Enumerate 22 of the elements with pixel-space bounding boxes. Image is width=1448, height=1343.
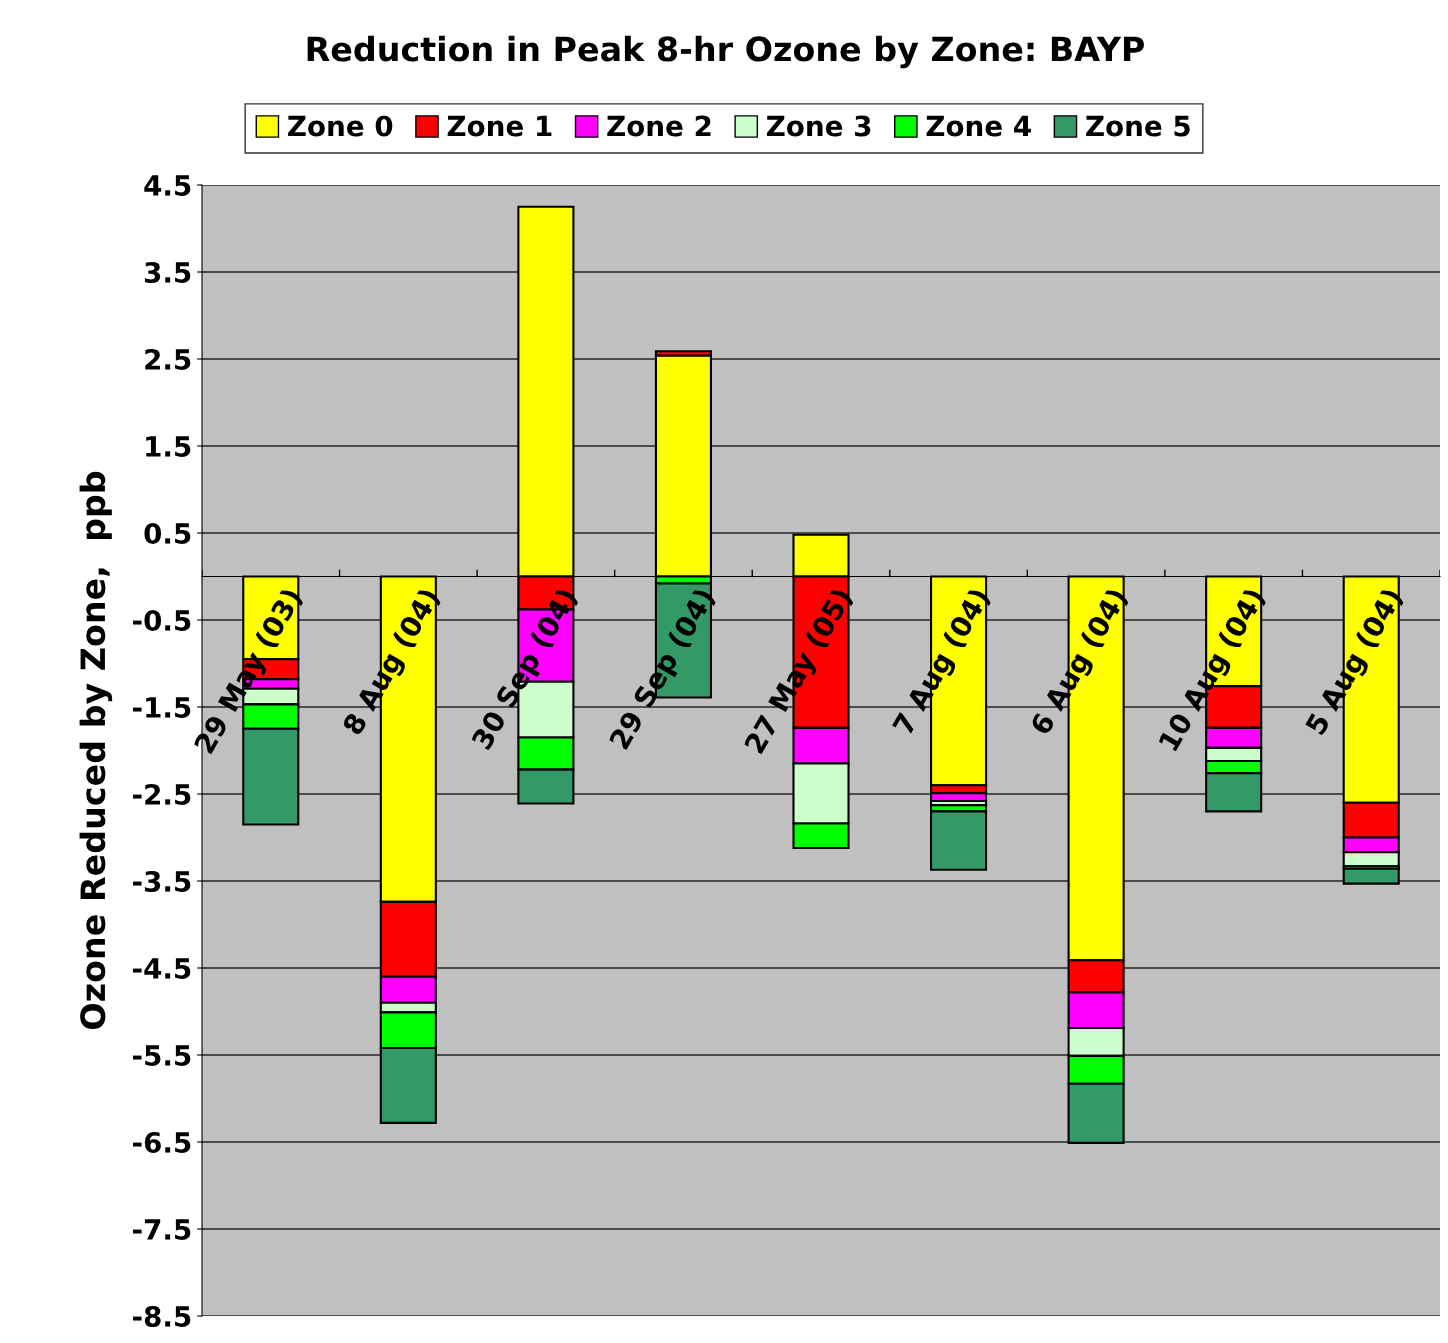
y-tick-label: 4.5 bbox=[144, 175, 191, 196]
y-tick-label: 1.5 bbox=[146, 436, 191, 457]
y-tick-label: 0.5 bbox=[144, 522, 191, 544]
y-tick-label: -3.5 bbox=[133, 870, 191, 892]
chart-title: Reduction in Peak 8-hr Ozone by Zone: BAYP bbox=[307, 35, 1145, 69]
y-tick-label: -8.5 bbox=[133, 1305, 191, 1327]
y-tick-label: 3.5 bbox=[144, 261, 191, 283]
y-tick-label: -4.5 bbox=[133, 958, 191, 979]
legend-label: Zone 5 bbox=[1086, 115, 1190, 137]
legend-label: Zone 4 bbox=[926, 115, 1031, 137]
y-tick-label: -6.5 bbox=[133, 1131, 191, 1153]
y-tick-label: -0.5 bbox=[133, 609, 191, 631]
y-axis-title: Ozone Reduced by Zone, ppb bbox=[79, 471, 113, 1030]
y-tick-label: -2.5 bbox=[133, 783, 191, 805]
legend-label: Zone 2 bbox=[607, 115, 711, 137]
y-tick-label: -7.5 bbox=[133, 1219, 191, 1240]
legend-label: Zone 1 bbox=[447, 115, 552, 137]
y-tick-label: -5.5 bbox=[133, 1045, 191, 1066]
y-tick-label: -1.5 bbox=[133, 697, 191, 718]
legend-label: Zone 3 bbox=[766, 115, 871, 137]
legend-label: Zone 0 bbox=[288, 115, 393, 137]
y-tick-label: 2.5 bbox=[145, 348, 191, 370]
